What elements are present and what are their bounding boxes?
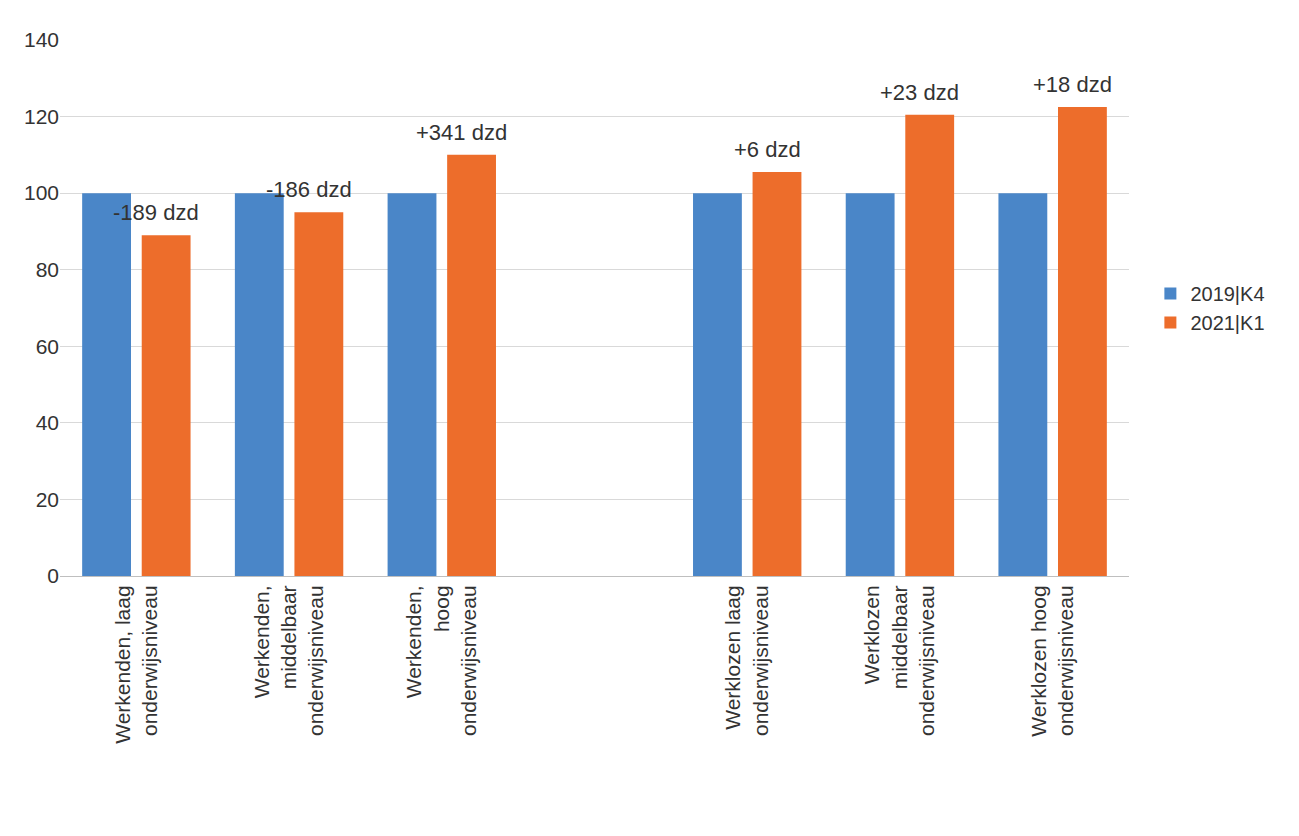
svg-text:Werkenden, laagonderwijsniveau: Werkenden, laagonderwijsniveau [111, 585, 161, 743]
svg-text:140: 140 [24, 28, 59, 51]
svg-text:120: 120 [24, 105, 59, 128]
svg-text:Werklozen hoogonderwijsniveau: Werklozen hoogonderwijsniveau [1027, 585, 1077, 736]
svg-text:2021|K1: 2021|K1 [1190, 312, 1264, 334]
svg-text:80: 80 [36, 258, 59, 281]
svg-text:+6 dzd: +6 dzd [734, 137, 801, 162]
svg-text:20: 20 [36, 488, 59, 511]
svg-text:60: 60 [36, 335, 59, 358]
svg-text:+341 dzd: +341 dzd [416, 120, 507, 145]
svg-text:-186 dzd: -186 dzd [266, 177, 352, 202]
svg-text:-189 dzd: -189 dzd [113, 200, 199, 225]
svg-text:Werkenden,middelbaaronderwijsn: Werkenden,middelbaaronderwijsniveau [250, 585, 328, 736]
svg-text:Werklozen laagonderwijsniveau: Werklozen laagonderwijsniveau [721, 585, 771, 736]
svg-text:Werklozenmiddelbaaronderwijsni: Werklozenmiddelbaaronderwijsniveau [860, 585, 938, 736]
svg-text:Werkenden,hoogonderwijsniveau: Werkenden,hoogonderwijsniveau [402, 585, 480, 736]
svg-text:0: 0 [47, 564, 59, 587]
svg-text:2019|K4: 2019|K4 [1190, 283, 1264, 305]
svg-text:+18 dzd: +18 dzd [1033, 72, 1112, 97]
svg-text:+23 dzd: +23 dzd [880, 80, 959, 105]
svg-text:100: 100 [24, 181, 59, 204]
svg-text:40: 40 [36, 411, 59, 434]
